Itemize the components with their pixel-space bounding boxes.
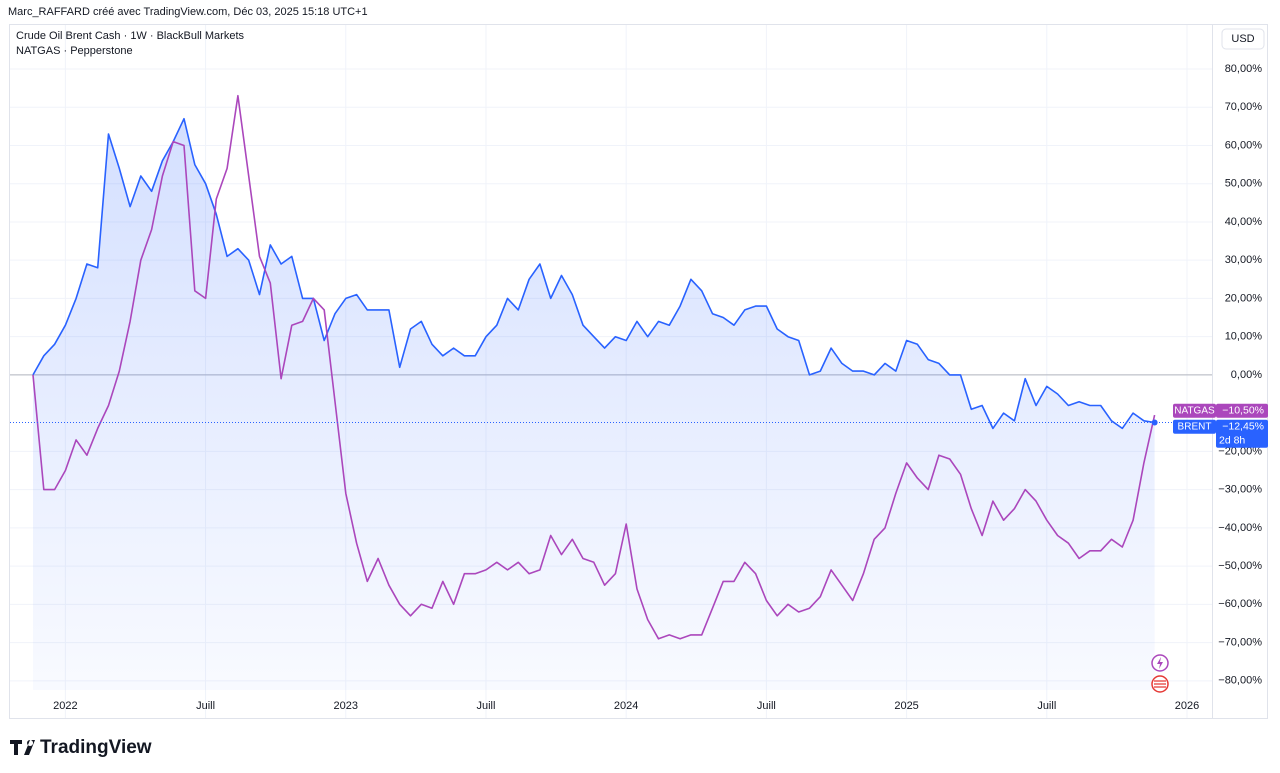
- series-tag: BRENT: [1178, 421, 1212, 432]
- plot: 80,00% 70,00% 60,00% 50,00% 40,00% 30,00% 20,0…: [10, 25, 1268, 718]
- series-tag: NATGAS: [1174, 405, 1215, 416]
- frame: [9, 24, 1268, 719]
- countdown: 2d 8h: [1219, 435, 1245, 447]
- y-tick-label: 10,00%: [1225, 331, 1263, 343]
- value-tag-bg: [1216, 403, 1268, 418]
- legend-entry: Crude Oil Brent Cash · 1W · BlackBull Ma…: [16, 30, 245, 42]
- event-icon-bolt: [1157, 657, 1163, 669]
- last-point: [1151, 419, 1158, 426]
- attribution: Marc_RAFFARD créé avec TradingView.com, …: [8, 6, 368, 18]
- x-tick-label: 2023: [334, 700, 358, 712]
- y-tick-label: −80,00%: [1218, 675, 1262, 687]
- series-line: [32, 117, 1155, 430]
- y-tick-label: −40,00%: [1218, 522, 1262, 534]
- x-tick-label: 2025: [894, 700, 918, 712]
- brand-logo: [10, 740, 35, 755]
- y-tick-label: −60,00%: [1218, 598, 1262, 610]
- y-tick-label: 40,00%: [1225, 216, 1263, 228]
- y-tick-label: 0,00%: [1231, 369, 1262, 381]
- legend-entry: NATGAS · Pepperstone: [16, 45, 133, 57]
- value-tag: −12,45%: [1222, 421, 1264, 433]
- x-tick-label: 2026: [1175, 700, 1199, 712]
- value-tag-bg: [1216, 419, 1268, 448]
- series-tag-bg: [1173, 419, 1216, 434]
- y-tick-label: 20,00%: [1225, 292, 1263, 304]
- y-tick-label: 50,00%: [1225, 178, 1263, 190]
- value-tag: −10,50%: [1222, 405, 1264, 417]
- y-tick-label: 30,00%: [1225, 254, 1263, 266]
- country-icon-flag: [1154, 680, 1166, 688]
- y-tick-label: 60,00%: [1225, 139, 1263, 151]
- area: [33, 118, 1155, 690]
- currency-button[interactable]: [1221, 28, 1265, 50]
- brand: TradingView: [10, 737, 152, 758]
- y-tick-label: 80,00%: [1225, 63, 1263, 75]
- x-tick-label: 2022: [53, 700, 77, 712]
- y-tick-label: −50,00%: [1218, 560, 1262, 572]
- x-tick-label: Juill: [476, 700, 495, 712]
- y-tick-label: 70,00%: [1225, 101, 1263, 113]
- y-tick-label: −30,00%: [1218, 484, 1262, 496]
- x-tick-label: Juill: [757, 700, 776, 712]
- series-line: [32, 94, 1156, 640]
- y-tick-label: −20,00%: [1218, 445, 1262, 457]
- x-tick-label: 2024: [614, 700, 638, 712]
- y-tick-label: −70,00%: [1218, 636, 1262, 648]
- currency[interactable]: USD: [1231, 33, 1254, 45]
- x-tick-label: Juill: [1037, 700, 1056, 712]
- x-tick-label: Juill: [196, 700, 215, 712]
- brand-name: TradingView: [40, 737, 152, 758]
- series-tag-bg: [1173, 403, 1216, 418]
